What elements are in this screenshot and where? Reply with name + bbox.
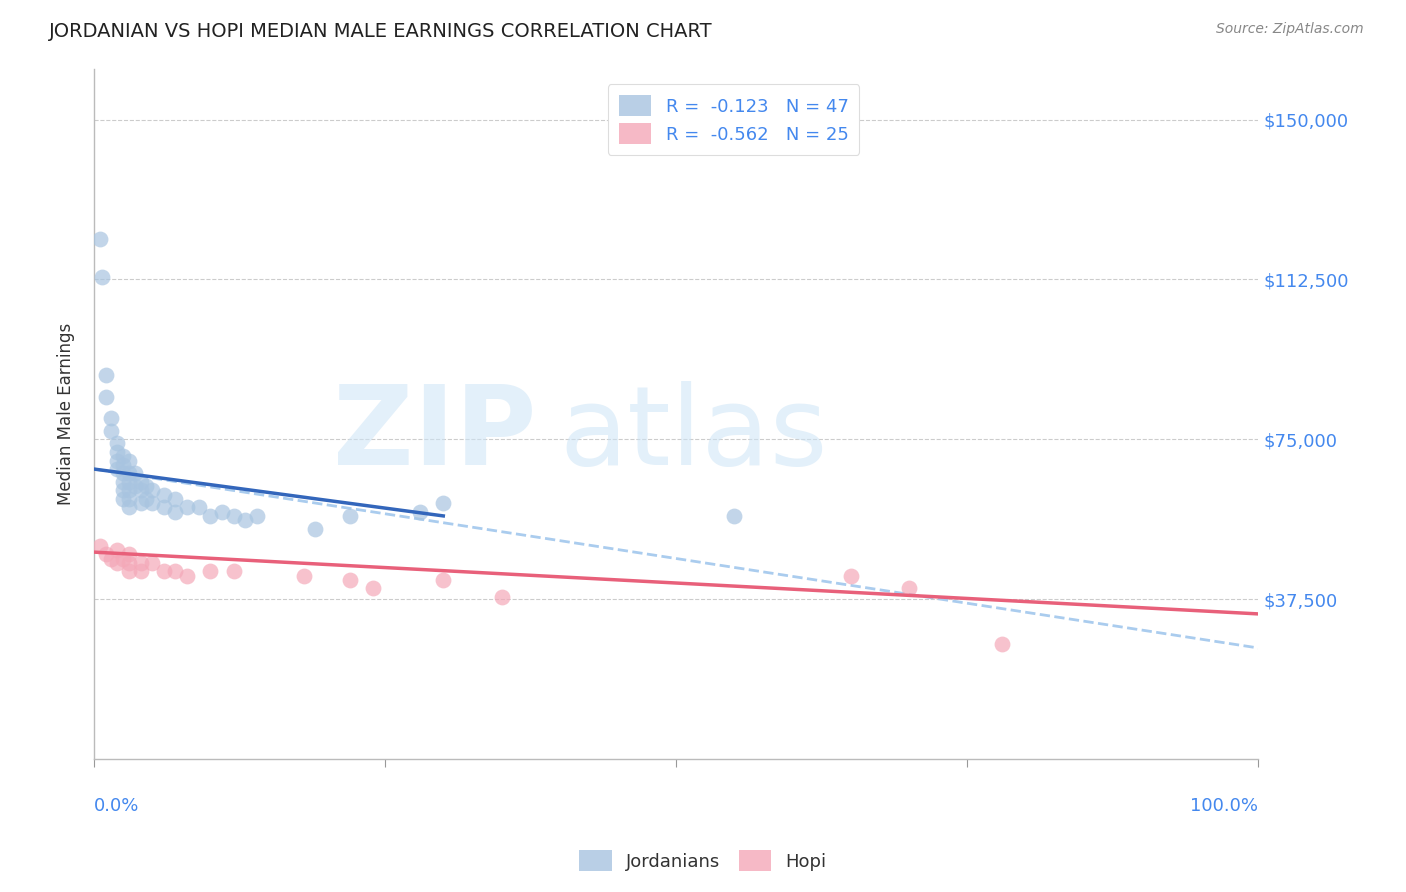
Point [89, 539, 111, 553]
Text: Source: ZipAtlas.com: Source: ZipAtlas.com [1216, 22, 1364, 37]
Text: ZIP: ZIP [333, 381, 537, 488]
Point [222, 508, 245, 523]
Point [112, 450, 135, 464]
Point [135, 491, 157, 506]
Point [105, 556, 128, 570]
Point [118, 564, 141, 578]
Point [129, 564, 152, 578]
Point [94, 547, 117, 561]
Point [112, 458, 135, 472]
Y-axis label: Median Male Earnings: Median Male Earnings [58, 323, 75, 505]
Point [292, 568, 315, 582]
Point [118, 453, 141, 467]
Point [200, 564, 222, 578]
Point [129, 496, 152, 510]
Point [839, 568, 862, 582]
Point [94, 368, 117, 383]
Point [118, 467, 141, 481]
Point [135, 479, 157, 493]
Point [94, 390, 117, 404]
Point [118, 491, 141, 506]
Point [222, 564, 245, 578]
Point [153, 564, 176, 578]
Point [211, 505, 233, 519]
Point [105, 453, 128, 467]
Point [100, 411, 122, 425]
Point [118, 556, 141, 570]
Point [118, 500, 141, 515]
Point [124, 479, 146, 493]
Point [105, 445, 128, 459]
Point [89, 232, 111, 246]
Point [112, 551, 135, 566]
Point [363, 582, 385, 596]
Point [141, 483, 163, 498]
Point [339, 508, 361, 523]
Point [491, 590, 513, 604]
Point [129, 475, 152, 489]
Point [124, 467, 146, 481]
Point [118, 483, 141, 498]
Point [100, 551, 122, 566]
Point [432, 496, 454, 510]
Point [105, 462, 128, 476]
Text: JORDANIAN VS HOPI MEDIAN MALE EARNINGS CORRELATION CHART: JORDANIAN VS HOPI MEDIAN MALE EARNINGS C… [49, 22, 713, 41]
Point [176, 568, 198, 582]
Point [165, 505, 187, 519]
Point [991, 637, 1014, 651]
Point [112, 491, 135, 506]
Point [723, 508, 745, 523]
Point [141, 556, 163, 570]
Point [112, 467, 135, 481]
Point [233, 513, 256, 527]
Point [165, 491, 187, 506]
Text: 100.0%: 100.0% [1191, 797, 1258, 814]
Point [153, 487, 176, 501]
Point [118, 547, 141, 561]
Point [118, 475, 141, 489]
Point [246, 508, 269, 523]
Point [105, 543, 128, 558]
Legend: Jordanians, Hopi: Jordanians, Hopi [572, 843, 834, 879]
Point [129, 483, 152, 498]
Point [898, 582, 921, 596]
Point [304, 522, 326, 536]
Point [339, 573, 361, 587]
Point [432, 573, 454, 587]
Point [100, 424, 122, 438]
Point [105, 436, 128, 450]
Point [409, 505, 432, 519]
Legend: R =  -0.123   N = 47, R =  -0.562   N = 25: R = -0.123 N = 47, R = -0.562 N = 25 [607, 85, 859, 155]
Point [200, 508, 222, 523]
Point [112, 483, 135, 498]
Text: 0.0%: 0.0% [94, 797, 139, 814]
Point [129, 556, 152, 570]
Point [112, 475, 135, 489]
Point [91, 270, 114, 285]
Point [176, 500, 198, 515]
Text: atlas: atlas [560, 381, 828, 488]
Point [141, 496, 163, 510]
Point [153, 500, 176, 515]
Point [165, 564, 187, 578]
Point [187, 500, 209, 515]
